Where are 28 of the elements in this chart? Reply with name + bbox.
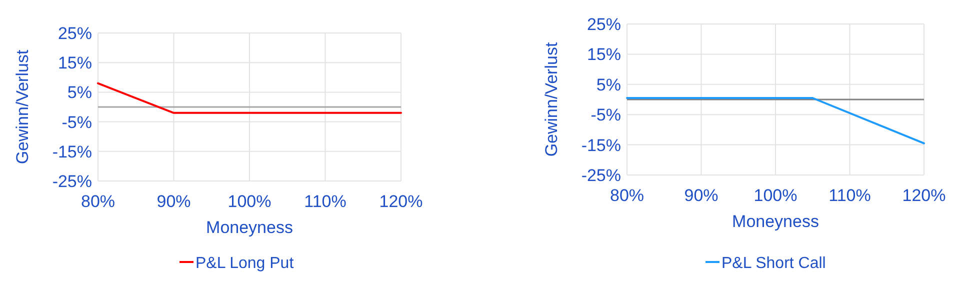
legend-label: P&L Long Put <box>196 255 294 272</box>
y-tick-label: -5% <box>590 106 621 125</box>
x-tick-label: 80% <box>80 192 116 211</box>
y-tick-label: 25% <box>586 14 621 34</box>
y-tick-label: 5% <box>596 75 621 94</box>
y-tick-label: 15% <box>58 54 92 73</box>
y-tick-label: -15% <box>52 142 92 162</box>
y-tick-label: -15% <box>581 136 621 155</box>
x-tick-label: 80% <box>610 186 644 205</box>
y-axis-title: Gewinn/Verlust <box>542 42 561 157</box>
x-tick-label: 110% <box>828 186 871 205</box>
y-tick-label: 15% <box>586 45 621 64</box>
x-tick-label: 90% <box>156 192 191 211</box>
y-axis-title: Gewinn/Verlust <box>13 50 32 164</box>
x-tick-label: 100% <box>228 192 272 211</box>
x-axis-title: Moneyness <box>732 212 819 231</box>
y-tick-label: -25% <box>581 166 621 185</box>
y-tick-label: -5% <box>62 112 92 132</box>
x-tick-label: 120% <box>379 192 423 211</box>
y-tick-label: 25% <box>58 24 92 43</box>
x-axis-title: Moneyness <box>206 218 293 237</box>
y-tick-label: 5% <box>67 83 92 102</box>
x-tick-label: 110% <box>304 192 346 211</box>
x-tick-label: 120% <box>902 186 946 205</box>
x-tick-label: 90% <box>684 186 718 205</box>
x-tick-label: 100% <box>754 186 798 205</box>
legend-label: P&L Short Call <box>722 255 826 272</box>
y-tick-label: -25% <box>52 172 92 191</box>
